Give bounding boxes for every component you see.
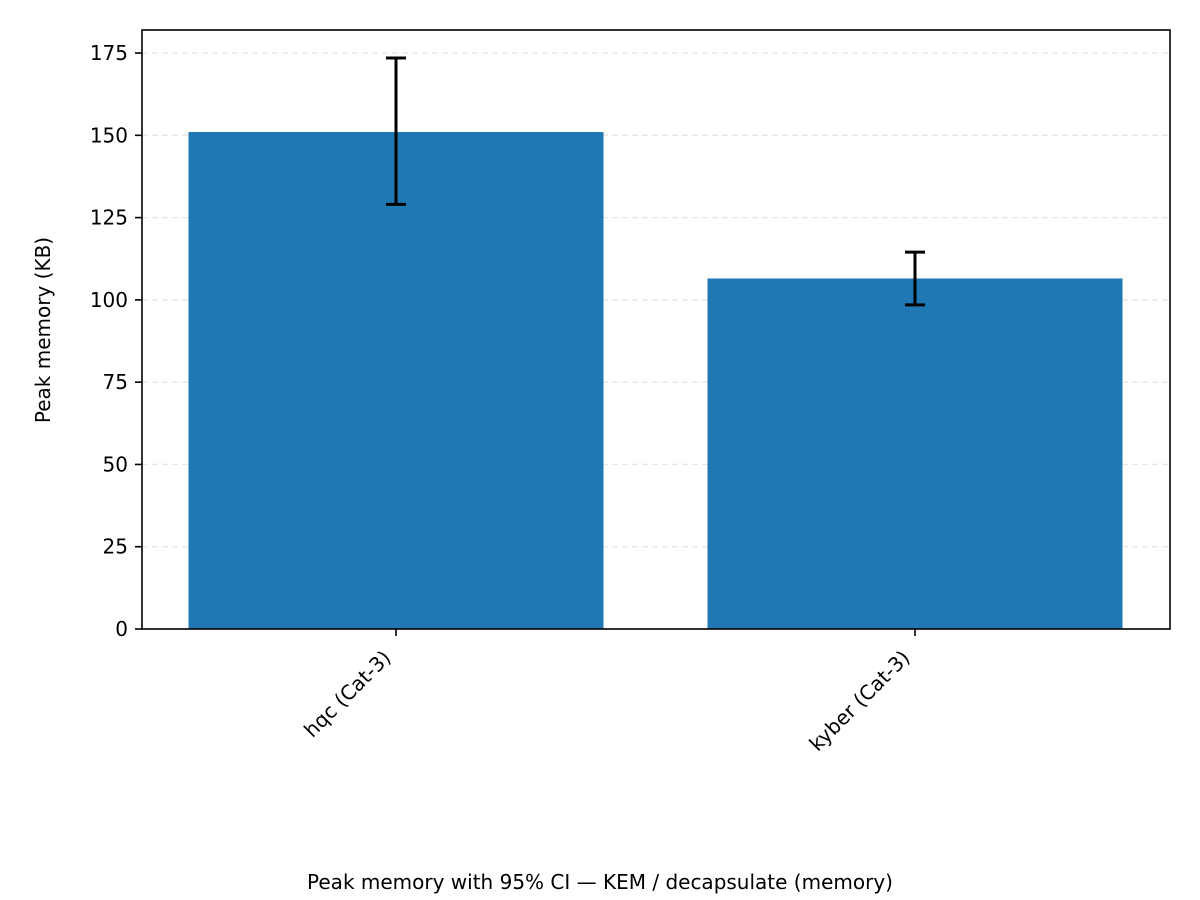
bar [707,278,1123,629]
y-tick-label: 125 [90,206,128,230]
plot-area-frame [141,29,1171,630]
error-bars [386,56,925,307]
y-tick-label: 0 [115,617,128,641]
y-axis-ticks: 0 25 50 75 100 125 150 175 [90,41,142,641]
bar [188,132,604,629]
x-tick-label: hqc (Cat-3) [299,646,395,742]
y-axis-label: Peak memory (KB) [31,237,55,423]
y-tick-label: 150 [90,123,128,147]
y-tick-label: 25 [103,535,128,559]
x-axis-ticks: hqc (Cat-3) kyber (Cat-3) [299,629,916,756]
bars [188,132,1123,629]
y-tick-label: 50 [103,452,128,476]
y-tick-label: 75 [103,370,128,394]
y-tick-label: 175 [90,41,128,65]
chart-caption: Peak memory with 95% CI — KEM / decapsul… [307,870,893,894]
x-tick-label: kyber (Cat-3) [804,646,914,756]
y-tick-label: 100 [90,288,128,312]
